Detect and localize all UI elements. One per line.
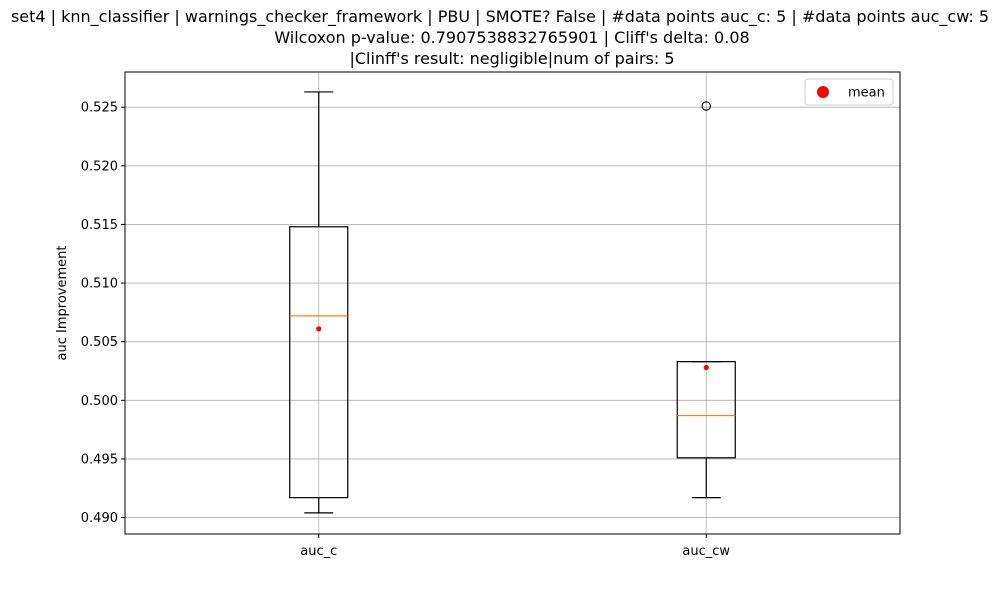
y-tick-label: 0.520 — [81, 159, 118, 174]
x-axis-ticks: auc_c auc_cw — [300, 534, 730, 559]
x-tick-label: auc_c — [300, 544, 337, 559]
title-line-3: |Clinff's result: negligible|num of pair… — [349, 49, 674, 68]
box-iqr — [289, 226, 349, 499]
y-axis-label: auc Improvement — [55, 246, 70, 361]
legend-label: mean — [848, 86, 885, 101]
y-axis-ticks: 0.490 0.495 0.500 0.505 0.510 0.515 0.520 0.525 — [81, 101, 125, 526]
y-tick-label: 0.490 — [81, 511, 118, 526]
y-tick-label: 0.525 — [81, 101, 118, 116]
y-tick-label: 0.510 — [81, 277, 118, 292]
legend-mean-marker — [817, 86, 829, 98]
title-line-1: set4 | knn_classifier | warnings_checker… — [11, 7, 989, 27]
box-series — [289, 91, 736, 514]
y-tick-label: 0.500 — [81, 394, 118, 409]
y-tick-label: 0.495 — [81, 452, 118, 467]
y-tick-label: 0.515 — [81, 218, 118, 233]
box-iqr — [676, 361, 736, 459]
legend: mean — [804, 78, 894, 106]
x-tick-label: auc_cw — [682, 544, 730, 559]
y-tick-label: 0.505 — [81, 335, 118, 350]
outlier-point — [701, 101, 711, 111]
chart-title: set4 | knn_classifier | warnings_checker… — [11, 7, 989, 68]
legend-frame — [804, 78, 894, 106]
mean-point — [316, 326, 322, 332]
plot-area-frame — [124, 71, 901, 535]
grid-lines — [125, 72, 900, 534]
mean-point — [703, 364, 709, 371]
title-line-2: Wilcoxon p-value: 0.7907538832765901 | C… — [274, 28, 749, 47]
